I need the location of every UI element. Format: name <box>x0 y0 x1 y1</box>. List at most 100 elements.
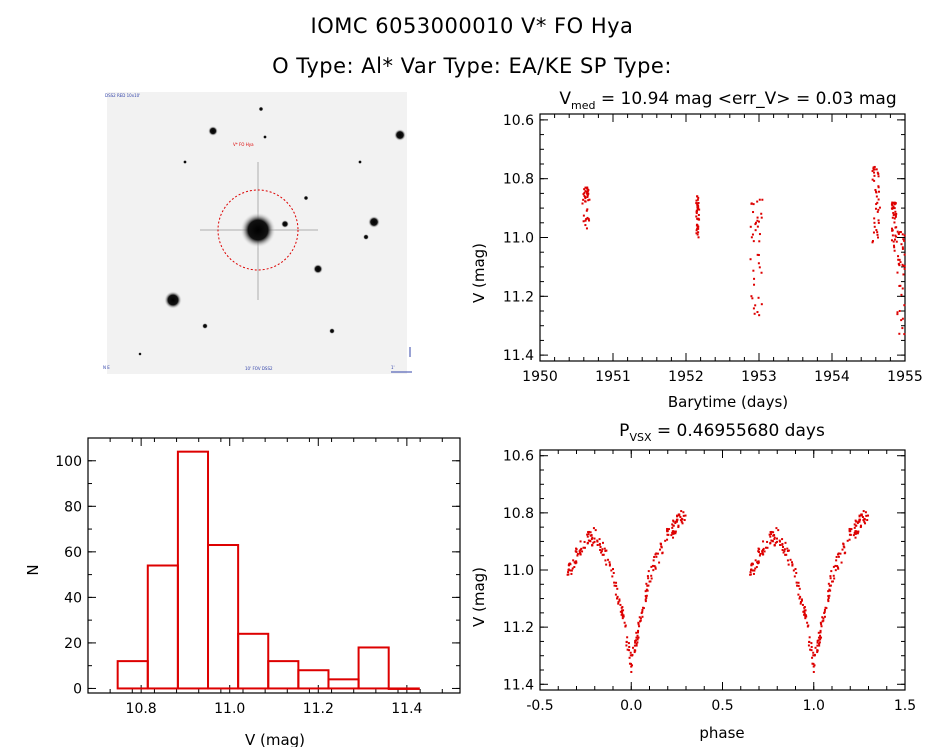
lightcurve-point <box>900 319 903 322</box>
phased-point <box>750 564 753 567</box>
lightcurve-point <box>877 172 880 175</box>
phased-point <box>800 599 803 602</box>
phased-point <box>806 625 809 628</box>
lightcurve-point <box>695 212 698 215</box>
phased-point <box>642 607 645 610</box>
phased-point <box>789 558 792 561</box>
phased-point <box>798 587 801 590</box>
phased-point <box>786 549 789 552</box>
lightcurve-point <box>583 194 586 197</box>
phased-point <box>615 584 618 587</box>
phased-xtick-label: 0.5 <box>711 698 733 714</box>
phased-point <box>644 598 647 601</box>
lightcurve-point <box>894 226 897 229</box>
lightcurve-point <box>695 215 698 218</box>
lightcurve-point <box>875 168 878 171</box>
phased-point <box>757 550 760 553</box>
lightcurve-point <box>697 236 700 239</box>
phased-point <box>593 540 596 543</box>
star <box>394 129 406 141</box>
phased-point <box>818 644 821 647</box>
phased-panel: PVSX = 0.46955680 days phase V (mag) -0.… <box>470 421 916 742</box>
lightcurve-ylabel: V (mag) <box>470 243 488 303</box>
lightcurve-point <box>894 215 897 218</box>
phased-point <box>619 610 622 613</box>
phased-point <box>602 553 605 556</box>
lightcurve-point <box>871 240 874 243</box>
phased-point <box>640 612 643 615</box>
lightcurve-ytick-label: 11.2 <box>503 289 534 305</box>
phased-point <box>839 552 842 555</box>
lightcurve-point <box>897 262 900 265</box>
histogram-xtick-label: 11.0 <box>214 701 245 717</box>
phased-point <box>766 546 769 549</box>
lightcurve-point <box>899 231 902 234</box>
phased-point <box>626 648 629 651</box>
phased-point <box>592 527 595 530</box>
phased-point <box>799 602 802 605</box>
phased-point <box>777 529 780 532</box>
lightcurve-point <box>758 198 761 201</box>
phased-point <box>803 611 806 614</box>
phased-point <box>620 613 623 616</box>
phased-point <box>579 548 582 551</box>
phased-point <box>615 581 618 584</box>
lightcurve-point <box>697 201 700 204</box>
phased-point <box>784 553 787 556</box>
phased-xtick-label: 1.5 <box>894 698 916 714</box>
phased-point <box>795 581 798 584</box>
phased-point <box>819 634 822 637</box>
lightcurve-point <box>892 205 895 208</box>
phased-point <box>797 584 800 587</box>
phased-point <box>638 616 641 619</box>
phased-point <box>834 569 837 572</box>
phased-point <box>827 590 830 593</box>
phased-point <box>787 563 790 566</box>
phased-point <box>805 615 808 618</box>
phased-point <box>656 552 659 555</box>
phased-point <box>671 526 674 529</box>
lightcurve-point <box>587 199 590 202</box>
phased-point <box>810 645 813 648</box>
phased-point <box>625 644 628 647</box>
phased-point <box>804 614 807 617</box>
phased-point <box>631 664 634 667</box>
phased-point <box>773 538 776 541</box>
phased-point <box>647 584 650 587</box>
phased-point <box>854 532 857 535</box>
lightcurve-point <box>891 201 894 204</box>
phased-point <box>832 574 835 577</box>
lightcurve-point <box>586 195 589 198</box>
phased-point <box>633 644 636 647</box>
phased-point <box>576 552 579 555</box>
phased-point <box>757 547 760 550</box>
phased-point <box>636 641 639 644</box>
phased-point <box>600 551 603 554</box>
histogram-ytick-label: 80 <box>64 499 82 515</box>
histogram-xlabel: V (mag) <box>245 731 305 747</box>
lightcurve-point <box>696 198 699 201</box>
lightcurve-point <box>584 219 587 222</box>
lightcurve-point <box>901 327 904 330</box>
phased-point <box>645 596 648 599</box>
phased-point <box>829 575 832 578</box>
phased-point <box>629 662 632 665</box>
phased-point <box>819 638 822 641</box>
phased-point <box>827 596 830 599</box>
phased-point <box>637 629 640 632</box>
phased-point <box>823 610 826 613</box>
phased-point <box>621 606 624 609</box>
phased-point <box>761 551 764 554</box>
phased-point <box>853 526 856 529</box>
lightcurve-point <box>696 233 699 236</box>
lightcurve-point <box>903 333 906 336</box>
phased-point <box>645 588 648 591</box>
lightcurve-point <box>752 269 755 272</box>
phased-point <box>641 610 644 613</box>
lightcurve-point <box>587 188 590 191</box>
phased-point <box>840 561 843 564</box>
phased-point <box>674 532 677 535</box>
phased-point <box>567 573 570 576</box>
phased-point <box>682 511 685 514</box>
star <box>263 135 267 139</box>
